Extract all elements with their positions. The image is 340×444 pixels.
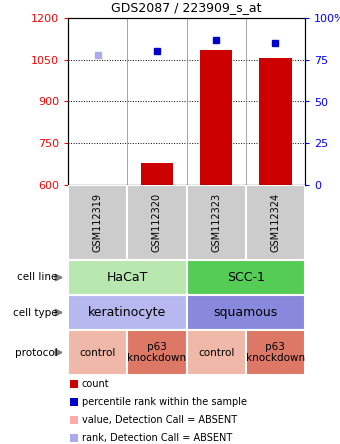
Bar — [246, 330, 305, 375]
Bar — [187, 185, 246, 260]
Title: GDS2087 / 223909_s_at: GDS2087 / 223909_s_at — [111, 1, 262, 14]
Text: SCC-1: SCC-1 — [227, 271, 265, 284]
Text: percentile rank within the sample: percentile rank within the sample — [82, 397, 247, 407]
Bar — [140, 163, 173, 185]
Text: cell type: cell type — [13, 308, 58, 317]
Bar — [246, 185, 305, 260]
Bar — [259, 58, 292, 185]
Text: control: control — [80, 348, 116, 357]
Text: value, Detection Call = ABSENT: value, Detection Call = ABSENT — [82, 415, 237, 425]
Text: p63
knockdown: p63 knockdown — [127, 342, 186, 363]
Text: protocol: protocol — [15, 348, 58, 357]
Bar — [68, 260, 187, 295]
Bar — [187, 330, 246, 375]
Text: control: control — [198, 348, 234, 357]
Bar — [187, 295, 305, 330]
Text: GSM112324: GSM112324 — [270, 193, 280, 252]
Text: HaCaT: HaCaT — [106, 271, 148, 284]
Bar — [200, 50, 233, 185]
Bar — [68, 185, 127, 260]
Text: GSM112320: GSM112320 — [152, 193, 162, 252]
Bar — [68, 295, 187, 330]
Bar — [187, 260, 305, 295]
Text: squamous: squamous — [214, 306, 278, 319]
Text: GSM112323: GSM112323 — [211, 193, 221, 252]
Text: GSM112319: GSM112319 — [92, 193, 103, 252]
Bar — [127, 185, 187, 260]
Bar — [127, 330, 187, 375]
Text: cell line: cell line — [17, 273, 58, 282]
Bar — [68, 330, 127, 375]
Text: keratinocyte: keratinocyte — [88, 306, 166, 319]
Text: count: count — [82, 379, 109, 389]
Text: rank, Detection Call = ABSENT: rank, Detection Call = ABSENT — [82, 433, 232, 443]
Text: p63
knockdown: p63 knockdown — [246, 342, 305, 363]
